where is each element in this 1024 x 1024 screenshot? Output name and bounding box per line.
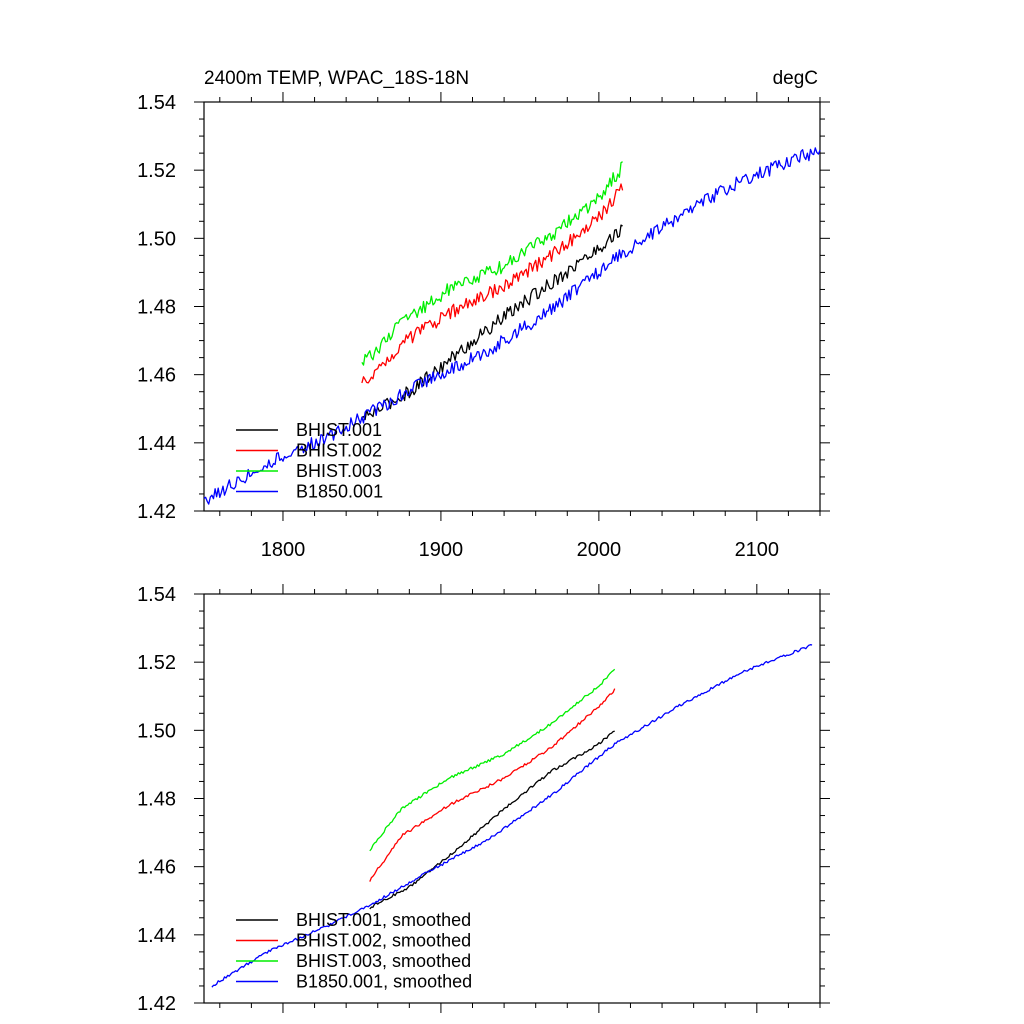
y-tick-label: 1.42 <box>137 993 176 1015</box>
bottom-panel: 1.42 1.44 1.46 1.48 1.50 1.52 1.54 BHIST.001, s… <box>137 584 830 1015</box>
y-tick-label: 1.48 <box>137 789 176 811</box>
units-label: degC <box>773 68 818 89</box>
series-line <box>361 161 623 366</box>
y-tick-label: 1.54 <box>137 92 176 114</box>
series-line <box>369 688 616 882</box>
series-line <box>211 644 813 988</box>
series-line <box>361 183 624 384</box>
series-line <box>361 224 623 421</box>
x-tick-label: 2100 <box>735 539 780 561</box>
series-line <box>203 147 821 505</box>
top-panel: 1.42 1.44 1.46 1.48 1.50 1.52 1.54 1800 1900 2000… <box>137 68 830 561</box>
legend-label: BHIST.003, smoothed <box>296 951 471 971</box>
y-tick-label: 1.54 <box>137 584 176 606</box>
y-tick-label: 1.50 <box>137 228 176 250</box>
y-tick-label: 1.52 <box>137 160 176 182</box>
x-tick-label: 1900 <box>419 539 464 561</box>
chart-title: 2400m TEMP, WPAC_18S-18N <box>204 68 469 89</box>
y-tick-label: 1.50 <box>137 720 176 742</box>
y-tick-label: 1.52 <box>137 652 176 674</box>
y-tick-label: 1.42 <box>137 501 176 523</box>
y-tick-label: 1.44 <box>137 433 176 455</box>
legend-label: BHIST.002, smoothed <box>296 931 471 951</box>
legend-label: BHIST.003 <box>296 461 382 481</box>
legend-label: BHIST.001 <box>296 420 382 440</box>
legend-label: BHIST.002 <box>296 441 382 461</box>
x-tick-label: 1800 <box>261 539 306 561</box>
series-line <box>369 730 615 910</box>
series-line <box>369 668 616 852</box>
x-tick-label: 2000 <box>577 539 622 561</box>
legend-label: B1850.001, smoothed <box>296 972 472 992</box>
y-tick-label: 1.48 <box>137 297 176 319</box>
y-tick-label: 1.44 <box>137 925 176 947</box>
legend-label: B1850.001 <box>296 482 383 502</box>
y-tick-label: 1.46 <box>137 857 176 879</box>
legend-label: BHIST.001, smoothed <box>296 910 471 930</box>
y-tick-label: 1.46 <box>137 365 176 387</box>
